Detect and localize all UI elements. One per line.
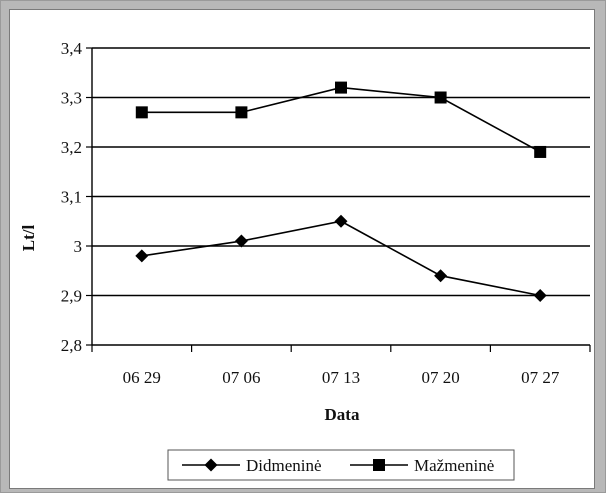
- legend-label-didmenine: Didmeninė: [246, 456, 322, 475]
- chart-area: 2,8 2,9 3 3,1 3,2 3,3 3,4 06 29 07 06 07 13 07 20…: [9, 9, 595, 489]
- y-tick-label: 3,1: [61, 188, 82, 207]
- legend-marker-didmenine: [204, 458, 218, 472]
- y-axis-title: Lt/l: [19, 225, 38, 252]
- y-tick-label: 2,8: [61, 336, 82, 355]
- data-point-mazmenine: [335, 81, 347, 94]
- legend-label-mazmenine: Mažmeninė: [414, 456, 494, 475]
- series-group: [135, 81, 547, 302]
- x-tick-label: 06 29: [123, 368, 161, 387]
- y-tick-label: 3,4: [61, 39, 83, 58]
- gridlines: [92, 47, 590, 297]
- x-tick-labels: 06 29 07 06 07 13 07 20 07 27: [123, 368, 560, 387]
- data-point-didmenine: [434, 269, 448, 283]
- x-tick-label: 07 06: [222, 368, 260, 387]
- series-mazmenine: [135, 81, 547, 158]
- y-tick-label: 3: [74, 237, 83, 256]
- series-line-didmenine: [141, 220, 541, 297]
- data-point-didmenine: [135, 249, 149, 263]
- data-point-mazmenine: [235, 106, 248, 119]
- x-tick-label: 07 13: [322, 368, 360, 387]
- data-point-didmenine: [533, 289, 547, 302]
- x-tick-label: 07 27: [521, 368, 560, 387]
- data-point-mazmenine: [434, 91, 447, 104]
- axes: [86, 47, 591, 352]
- legend: Didmeninė Mažmeninė: [167, 449, 515, 481]
- legend-marker-mazmenine: [373, 459, 385, 471]
- x-tick-label: 07 20: [421, 368, 459, 387]
- y-tick-label: 3,2: [61, 138, 82, 157]
- x-axis-title: Data: [325, 405, 360, 424]
- data-point-mazmenine: [135, 106, 148, 119]
- data-point-mazmenine: [534, 145, 547, 158]
- line-chart: 2,8 2,9 3 3,1 3,2 3,3 3,4 06 29 07 06 07 13 07 20…: [19, 39, 591, 481]
- data-point-didmenine: [334, 214, 348, 228]
- y-tick-label: 2,9: [61, 287, 82, 306]
- y-tick-labels: 2,8 2,9 3 3,1 3,2 3,3 3,4: [61, 39, 83, 355]
- series-didmenine: [135, 214, 547, 302]
- data-point-didmenine: [234, 234, 248, 248]
- y-tick-label: 3,3: [61, 89, 82, 108]
